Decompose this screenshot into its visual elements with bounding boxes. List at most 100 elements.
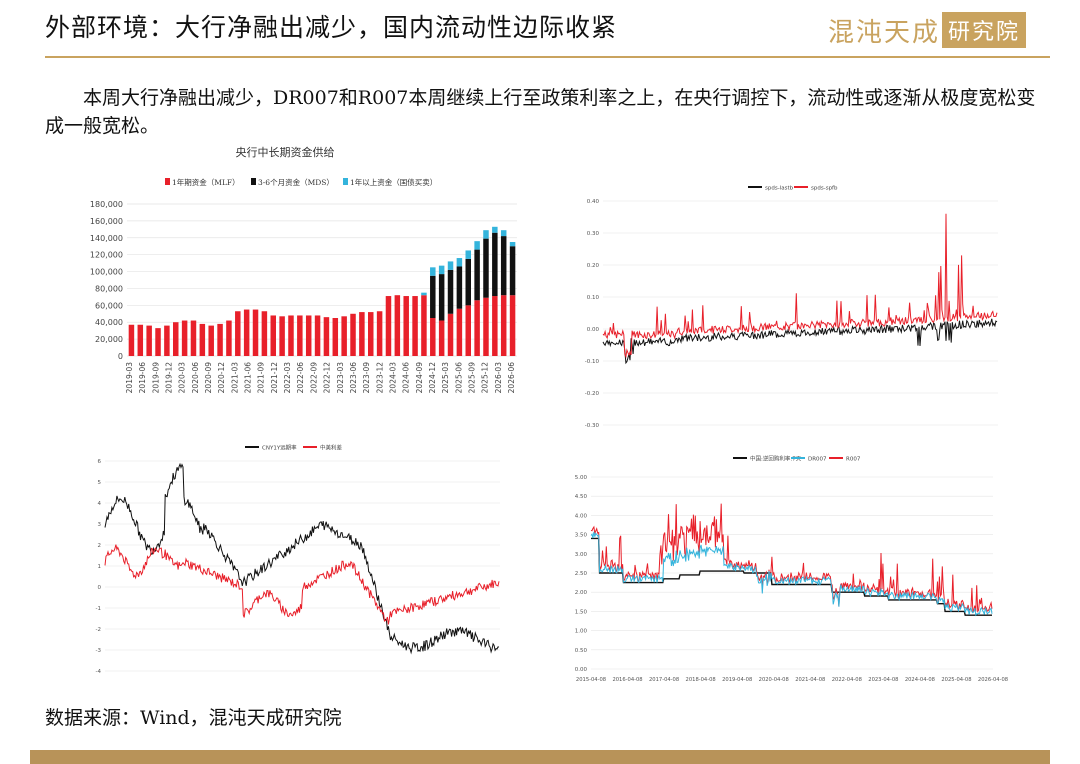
x-tick-label: 2015-04-08 (576, 677, 606, 683)
bar-mlf (173, 322, 179, 356)
x-tick-label: 2020-12 (217, 362, 226, 394)
y-tick-label: 160,000 (90, 217, 123, 226)
x-tick-label: 2019-03 (125, 362, 134, 394)
bar-mlf (359, 312, 365, 356)
y-tick-label: 2.50 (575, 571, 588, 577)
bar-mlf (235, 311, 241, 356)
x-tick-label: 2024-06 (402, 362, 411, 394)
chart-repo-rates: 中国:逆回购利率:7天 DR007 R007 5.00 4.50 4.00 3.50 3.00… (575, 455, 1008, 684)
bar-bond (456, 258, 463, 267)
y-tick-label: 0.10 (587, 295, 600, 301)
y-tick-label: 4 (98, 501, 102, 507)
bar-mlf (323, 317, 330, 356)
bar-mlf (305, 315, 312, 356)
y-tick-label: 0.00 (587, 327, 600, 333)
bar-mlf (270, 315, 276, 356)
x-tick-label: 2022-12 (323, 362, 332, 394)
bar-mlf (456, 308, 463, 356)
bar-mlf (341, 316, 347, 356)
bar-mlf (297, 315, 303, 356)
bar-mds (509, 246, 516, 296)
x-tick-label: 2025-03 (441, 362, 450, 394)
x-tick-label: 2024-04-08 (905, 677, 935, 683)
footer-bar (30, 750, 1050, 764)
bar-mlf (332, 318, 339, 356)
legend-label: 1年期资金（MLF） (172, 177, 240, 187)
legend-label: R007 (846, 457, 861, 463)
y-tick-label: -0.10 (585, 359, 600, 365)
x-tick-label: 2023-09 (362, 362, 371, 394)
y-tick-label: 0 (98, 585, 102, 591)
y-tick-label: -0.30 (585, 423, 600, 429)
bar-mlf (421, 295, 427, 356)
bar-mlf (500, 295, 507, 356)
series-line-lastb (602, 318, 998, 365)
chart-spread: spds-lastb spds-spfb 0.40 0.30 0.20 0.10 0.00 -… (585, 186, 998, 429)
bar-bond (447, 261, 454, 270)
x-tick-label: 2024-12 (428, 362, 437, 394)
x-tick-label: 2018-04-08 (686, 677, 716, 683)
x-tick-label: 2020-09 (204, 362, 213, 394)
x-tick-label: 2019-09 (151, 362, 160, 394)
x-tick-label: 2024-03 (388, 362, 397, 394)
legend-label: 3-6个月资金（MDS） (258, 177, 334, 187)
bar-mlf (394, 295, 401, 356)
y-tick-label: 60,000 (95, 301, 123, 310)
bar-mds (483, 238, 489, 298)
y-tick-label: -3 (96, 648, 102, 654)
bar-mlf (217, 323, 223, 356)
bar-mlf (438, 320, 445, 356)
x-tick-label: 2022-06 (296, 362, 305, 394)
bar-mlf (261, 311, 268, 356)
x-tick-label: 2021-12 (270, 362, 279, 394)
x-tick-label: 2023-06 (349, 362, 358, 394)
x-tick-label: 2022-03 (283, 362, 292, 394)
bar-bond (474, 241, 480, 250)
y-tick-label: 3.50 (575, 533, 588, 539)
bar-mlf (412, 296, 418, 356)
bar-mlf (208, 325, 214, 356)
bar-mds (447, 269, 454, 314)
y-tick-label: 0 (118, 352, 123, 361)
y-tick-label: 0.30 (587, 231, 600, 237)
x-tick-label: 2025-12 (481, 362, 490, 394)
x-tick-label: 2019-06 (138, 362, 147, 394)
y-tick-label: 4.00 (575, 513, 588, 519)
bar-mlf (483, 297, 489, 356)
y-tick-label: 0.50 (575, 648, 588, 654)
y-tick-label: 40,000 (95, 318, 123, 327)
chart-cny-spread: CNY1Y远期率 中美利差 6 5 4 3 2 1 0 -1 -2 -3 -4 (96, 444, 500, 675)
logo-text-main: 混沌天成 (828, 17, 941, 48)
y-tick-label: 1 (98, 564, 102, 570)
x-tick-label: 2025-09 (467, 362, 476, 394)
bar-mlf (288, 315, 294, 356)
logo-text-badge: 研究院 (942, 12, 1027, 48)
x-tick-label: 2020-06 (191, 362, 200, 394)
bar-mlf (492, 296, 498, 356)
y-tick-label: 5.00 (575, 475, 588, 481)
bar-mlf (252, 309, 259, 356)
legend-swatch (165, 178, 170, 185)
bar-mlf (243, 309, 250, 356)
x-tick-label: 2023-04-08 (868, 677, 898, 683)
bar-mlf (350, 313, 356, 356)
bar-bond (438, 265, 445, 275)
y-tick-label: 0.20 (587, 263, 600, 269)
bar-mds (474, 249, 480, 301)
x-tick-label: 2020-04-08 (759, 677, 789, 683)
y-tick-label: 4.50 (575, 494, 588, 500)
bar-mlf (509, 295, 516, 356)
legend-label: spds-spfb (811, 186, 838, 192)
bar-bond (509, 242, 516, 247)
bar-mlf (279, 316, 285, 356)
bar-mlf (190, 320, 197, 356)
x-tick-label: 2019-12 (165, 362, 174, 394)
x-tick-label: 2025-04-08 (941, 677, 971, 683)
legend-label: DR007 (808, 457, 827, 463)
legend-label: 中美利差 (320, 444, 343, 452)
x-tick-label: 2026-06 (507, 362, 516, 394)
y-tick-label: 2 (98, 543, 102, 549)
bar-mlf (199, 323, 206, 356)
y-tick-label: -4 (96, 669, 102, 675)
series-line-policy-rate (591, 537, 992, 616)
